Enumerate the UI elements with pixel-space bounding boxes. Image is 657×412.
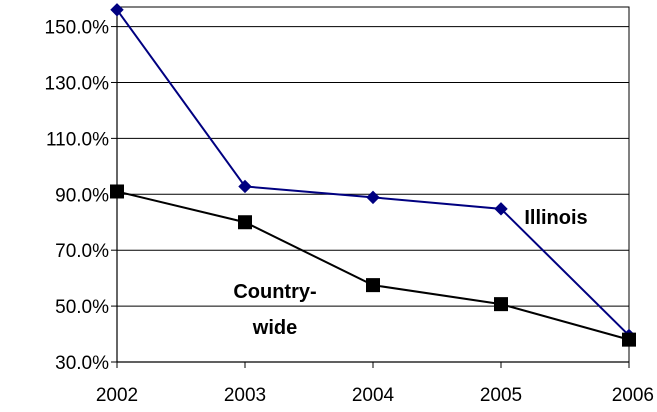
data-point-illinois — [494, 202, 508, 216]
x-tick-label: 2005 — [480, 385, 522, 406]
y-tick-label: 130.0% — [45, 73, 110, 94]
data-point-illinois — [366, 190, 380, 205]
series-country-wide — [110, 184, 636, 347]
y-tick-label: 110.0% — [46, 129, 109, 150]
data-point-illinois — [110, 3, 124, 17]
data-point-country-wide — [366, 278, 380, 293]
data-point-country-wide — [110, 184, 124, 199]
x-axis-tick-labels: 2002 2003 2004 2005 2006 — [96, 385, 654, 406]
x-tick-label: 2003 — [224, 385, 266, 406]
y-tick-label: 90.0% — [55, 185, 109, 206]
series-illinois — [110, 3, 636, 343]
y-tick-label: 70.0% — [55, 241, 109, 262]
data-point-illinois — [238, 179, 252, 194]
series-label-illinois: Illinois — [524, 207, 587, 229]
y-tick-label: 50.0% — [55, 297, 109, 318]
data-point-country-wide — [622, 332, 636, 347]
y-tick-label: 30.0% — [55, 353, 109, 374]
axes — [116, 7, 630, 368]
series-label-country-wide-line2: wide — [252, 317, 297, 339]
data-point-country-wide — [238, 215, 252, 230]
x-tick-label: 2006 — [612, 385, 654, 406]
series-labels: Illinois Country- wide — [233, 207, 587, 339]
series-label-country-wide-line1: Country- — [233, 281, 316, 303]
x-tick-label: 2004 — [352, 385, 395, 406]
y-axis-tick-labels: 30.0% 50.0% 70.0% 90.0% 110.0% 130.0% 150.0% — [45, 18, 110, 374]
series-group — [110, 3, 636, 347]
y-tick-label: 150.0% — [45, 18, 110, 39]
data-point-country-wide — [494, 297, 508, 312]
x-tick-label: 2002 — [96, 385, 138, 406]
plot-area — [116, 6, 630, 363]
